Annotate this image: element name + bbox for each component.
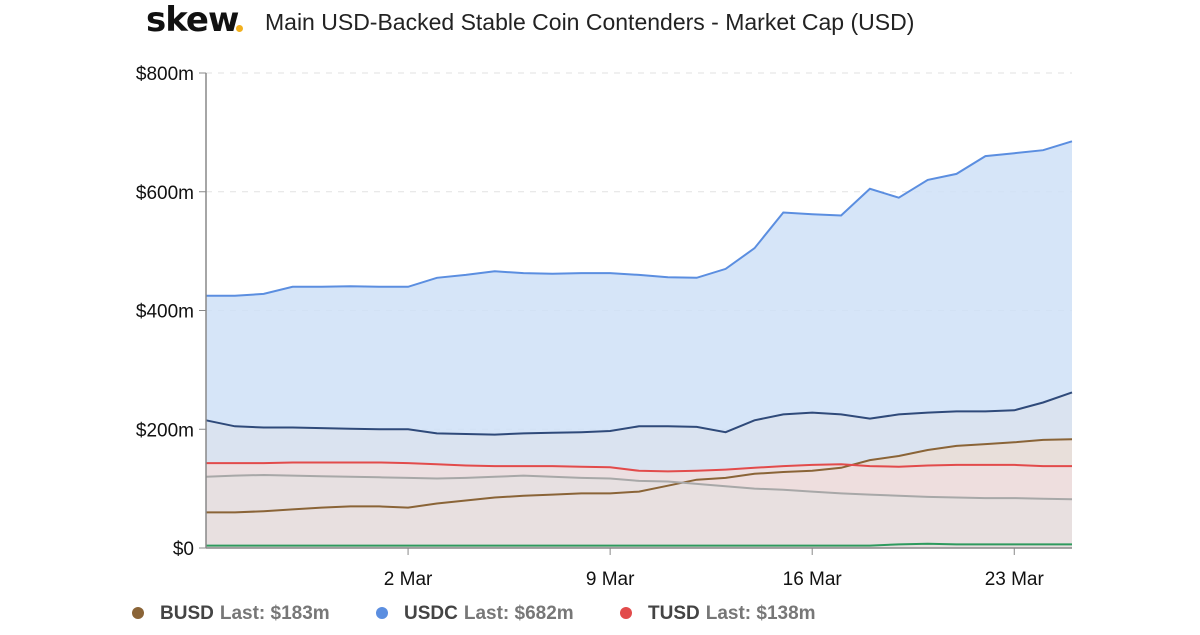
x-tick-label: 2 Mar <box>384 569 433 590</box>
y-tick-label: $800m <box>136 64 194 85</box>
chart-title: Main USD-Backed Stable Coin Contenders -… <box>265 9 915 35</box>
market-cap-chart: $0 $200m $400m $600m $800m 2 Mar 9 Mar 16 Mar 23… <box>136 64 1073 590</box>
y-tick-label: $600m <box>136 183 194 204</box>
line-pax <box>205 473 1073 501</box>
legend-item-usdc[interactable]: USDC Last: $682m <box>376 603 574 625</box>
line-usdc <box>206 140 1073 297</box>
y-tick-label: $400m <box>136 302 194 323</box>
x-tick-label: 9 Mar <box>586 569 635 590</box>
usdc-dot-icon <box>376 606 388 619</box>
area-pax <box>206 475 1072 548</box>
legend-item-busd[interactable]: BUSD Last: $183m <box>132 603 330 625</box>
skew-logo: skew <box>146 0 239 40</box>
line-busd <box>206 438 1073 514</box>
legend-name: TUSD <box>648 603 700 624</box>
chart-header: skew Main USD-Backed Stable Coin Contend… <box>0 0 1200 48</box>
legend-last-value: Last: $682m <box>463 603 574 624</box>
legend-last-value: Last: $183m <box>219 603 330 624</box>
chart-legend: BUSD Last: $183m USDC Last: $682m TUSD Last… <box>0 600 1200 635</box>
x-tick-label: 23 Mar <box>985 569 1045 590</box>
legend-last-value: Last: $138m <box>705 603 816 624</box>
series-areas <box>206 141 1072 549</box>
logo-dot-icon <box>236 25 243 32</box>
y-tick-label: $0 <box>173 539 194 560</box>
tick-labels: $0 $200m $400m $600m $800m 2 Mar 9 Mar 16 Mar 23… <box>136 64 1045 590</box>
tusd-dot-icon <box>620 606 632 619</box>
axes <box>199 72 1072 555</box>
series-lines <box>205 140 1073 547</box>
line-gusd <box>205 391 1073 436</box>
legend-item-tusd[interactable]: TUSD Last: $138m <box>620 603 816 625</box>
line-tusd <box>206 461 1072 473</box>
busd-dot-icon <box>132 606 144 619</box>
legend-name: BUSD <box>160 603 214 624</box>
line-husd <box>206 542 1072 547</box>
x-tick-label: 16 Mar <box>783 569 843 590</box>
legend-name: USDC <box>404 603 458 624</box>
y-tick-label: $200m <box>136 420 194 441</box>
